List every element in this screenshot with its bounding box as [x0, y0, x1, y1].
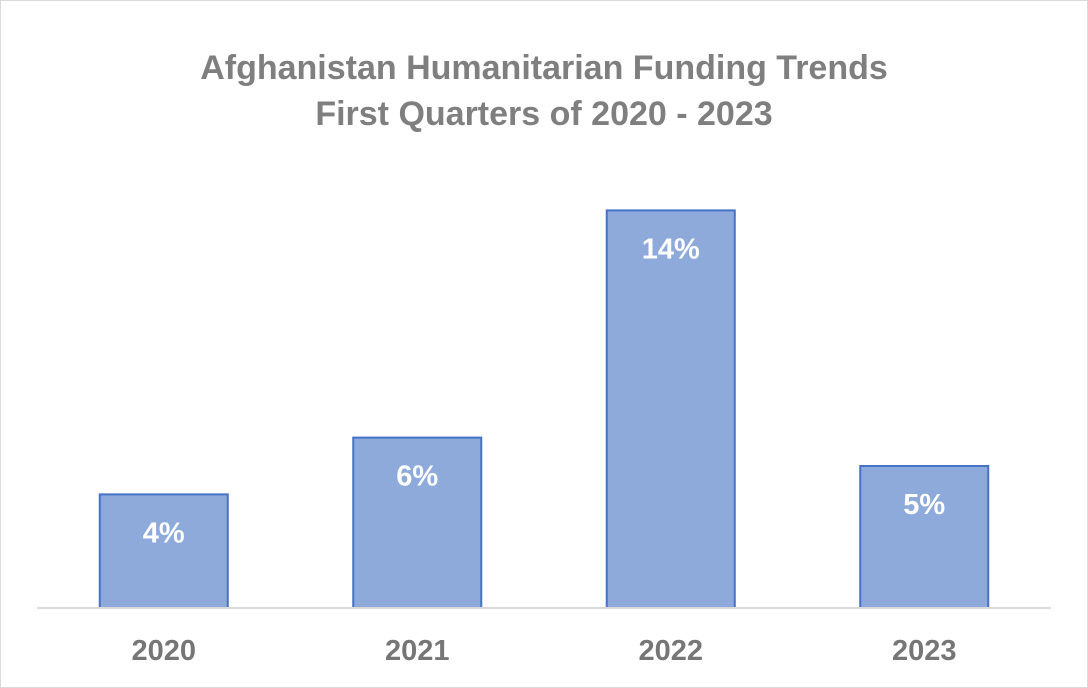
data-label-2022: 14% [642, 233, 700, 265]
x-tick-label-2022: 2022 [638, 635, 703, 667]
chart-title-block: Afghanistan Humanitarian Funding Trends … [1, 45, 1087, 137]
x-tick-label-2020: 2020 [131, 635, 196, 667]
chart-subtitle: First Quarters of 2020 - 2023 [315, 95, 773, 133]
x-tick-label-2023: 2023 [892, 635, 957, 667]
bar-2023 [859, 465, 990, 609]
bar-2020 [98, 493, 229, 609]
x-tick-label-2021: 2021 [385, 635, 450, 667]
data-label-2020: 4% [143, 517, 185, 549]
data-label-2023: 5% [903, 489, 945, 521]
data-label-2021: 6% [396, 461, 438, 493]
chart-title: Afghanistan Humanitarian Funding Trends [200, 49, 888, 87]
bar-2022 [605, 209, 736, 609]
